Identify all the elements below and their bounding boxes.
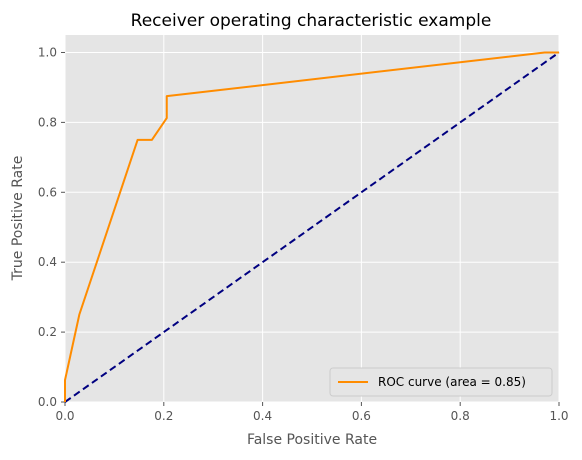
y-tick-label: 0.8 xyxy=(38,115,57,129)
x-tick-label: 0.6 xyxy=(352,409,371,423)
legend-label-roc: ROC curve (area = 0.85) xyxy=(378,375,526,389)
x-tick-label: 0.8 xyxy=(451,409,470,423)
grid-lines xyxy=(64,35,560,403)
x-tick-labels: 0.0 0.2 0.4 0.6 0.8 1.0 xyxy=(55,402,569,423)
chance-diagonal-line xyxy=(64,51,560,403)
y-tick-label: 0.4 xyxy=(38,255,57,269)
x-axis-label: False Positive Rate xyxy=(247,432,377,448)
x-tick-label: 0.4 xyxy=(253,409,272,423)
y-tick-label: 0.0 xyxy=(38,395,57,409)
y-tick-label: 0.2 xyxy=(38,325,57,339)
x-tick-label: 1.0 xyxy=(549,409,568,423)
x-tick-label: 0.2 xyxy=(154,409,173,423)
y-axis-label: True Positive Rate xyxy=(10,156,26,282)
roc-curve-line xyxy=(64,51,559,402)
legend: ROC curve (area = 0.85) xyxy=(329,367,553,397)
legend-box xyxy=(329,367,553,397)
y-tick-label: 0.6 xyxy=(38,185,57,199)
y-tick-labels: 0.0 0.2 0.4 0.6 0.8 1.0 xyxy=(38,45,65,409)
y-tick-label: 1.0 xyxy=(38,45,57,59)
x-tick-label: 0.0 xyxy=(55,409,74,423)
plot-area xyxy=(65,35,559,402)
series-group xyxy=(64,51,560,403)
chart-title: Receiver operating characteristic exampl… xyxy=(131,11,492,31)
